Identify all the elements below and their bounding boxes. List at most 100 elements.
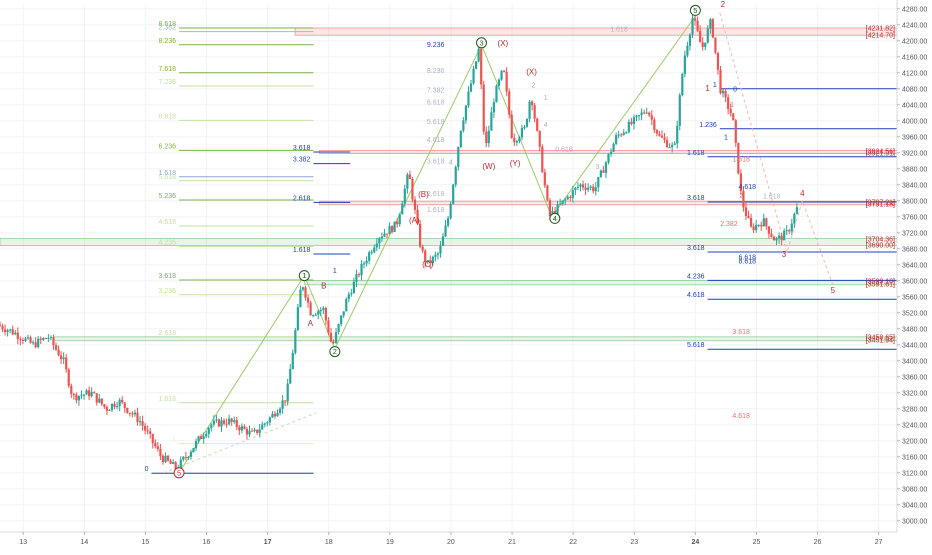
candle-body	[296, 307, 299, 331]
candle-body	[579, 184, 582, 187]
candle-body	[655, 129, 658, 134]
candle-body	[531, 101, 534, 106]
wave-circle	[173, 467, 185, 479]
candle-body	[52, 337, 55, 346]
candle-body	[322, 308, 325, 310]
candle-body	[640, 112, 643, 116]
time-tick-label: 27	[875, 539, 883, 546]
candle-body	[243, 426, 246, 429]
time-tick-label: 20	[447, 539, 455, 546]
candle-body	[660, 135, 664, 138]
candle-body	[599, 170, 602, 178]
price-tag-label: [3924.56]	[866, 149, 895, 156]
wave-circle	[475, 37, 487, 49]
candle-body	[230, 418, 233, 422]
fib-text-label: 1	[544, 95, 548, 102]
candle-body	[503, 70, 506, 72]
fib-level-label: 4.618	[687, 292, 705, 299]
candle-body	[238, 427, 241, 431]
candle-body	[699, 30, 702, 43]
candle-body	[329, 332, 333, 342]
wave-circle-label: 5	[177, 468, 181, 477]
candle-body	[571, 190, 574, 198]
price-tick-label: 4120.00	[902, 70, 927, 77]
candle-body	[350, 293, 353, 295]
candle-body	[627, 121, 630, 133]
candle-body	[767, 226, 770, 234]
candle-body	[777, 235, 781, 239]
candle-body	[564, 199, 567, 201]
fib-level-label: 0	[145, 466, 149, 473]
price-tick-label: 3840.00	[902, 182, 927, 189]
price-zone	[294, 27, 898, 36]
candle-body	[57, 349, 60, 356]
candle-body	[215, 419, 218, 421]
candle-body	[704, 42, 707, 47]
candle-body	[785, 230, 788, 232]
candle-body	[332, 341, 335, 343]
candle-body	[309, 302, 312, 316]
candle-body	[317, 311, 320, 315]
candle-body	[222, 420, 226, 424]
candle-body	[739, 173, 742, 191]
candle-body	[500, 70, 503, 80]
price-tick-label: 3360.00	[902, 374, 927, 381]
candle-body	[525, 118, 529, 127]
candle-body	[121, 399, 124, 403]
candle-body	[357, 274, 361, 276]
time-axis[interactable]: 13 14 15 16 17 18 19 20 21 22 23 24 25 26 27	[0, 531, 932, 550]
candle-body	[0, 324, 2, 327]
candle-body	[133, 412, 137, 415]
candle-body	[273, 413, 277, 417]
price-tick-label: 3800.00	[902, 198, 927, 205]
candle-body	[765, 218, 768, 227]
candle-body	[172, 462, 175, 464]
fib-level-label: 4.236	[687, 273, 705, 280]
fib-level-label: 7.618	[159, 66, 177, 73]
fib-level-label: 3.236	[159, 288, 177, 295]
candle-body	[312, 315, 315, 317]
candle-body	[385, 233, 389, 235]
candle-body	[508, 91, 511, 115]
price-tick-label: 4240.00	[902, 22, 927, 29]
time-tick-label: 18	[325, 539, 333, 546]
fib-text-label: 4.618	[732, 413, 750, 420]
price-tag-label: [3451.94]	[866, 338, 895, 345]
candle-body	[268, 417, 271, 423]
candle-body	[396, 221, 399, 225]
candle-body	[747, 215, 750, 218]
time-tick-label: 22	[569, 539, 577, 546]
price-tick-label: 3640.00	[902, 262, 927, 269]
candle-body	[665, 139, 669, 148]
candle-body	[174, 462, 177, 470]
fib-text-label: 8.618	[739, 259, 757, 266]
candle-body	[490, 112, 493, 131]
price-tick-label: 3720.00	[902, 230, 927, 237]
candle-body	[54, 345, 58, 350]
candle-body	[793, 213, 796, 224]
candle-body	[449, 203, 452, 219]
candle-body	[225, 423, 228, 425]
price-tick-label: 3560.00	[902, 294, 927, 301]
candle-body	[688, 34, 692, 46]
candle-body	[90, 392, 93, 397]
price-tick-label: 3080.00	[902, 486, 927, 493]
candle-body	[673, 143, 676, 145]
price-axis[interactable]: 4280.00 4240.00 4200.00 4160.00 4120.00 4080.…	[896, 0, 932, 550]
candle-body	[192, 448, 195, 453]
candle-body	[602, 170, 605, 173]
price-tag-label: [3591.61]	[866, 282, 895, 289]
candle-body	[426, 260, 429, 263]
candle-body	[136, 412, 139, 422]
candle-body	[617, 134, 620, 136]
candle-body	[485, 131, 488, 144]
candle-body	[34, 342, 37, 348]
candle-body	[164, 455, 167, 463]
fib-level-label: 5.236	[159, 193, 177, 200]
candle-body	[625, 132, 628, 134]
candle-body	[123, 402, 126, 408]
price-zone	[319, 149, 898, 154]
candle-body	[29, 337, 32, 343]
price-tags: [4231.82][4214.70] [3924.56][3921.91] [379…	[866, 26, 895, 345]
